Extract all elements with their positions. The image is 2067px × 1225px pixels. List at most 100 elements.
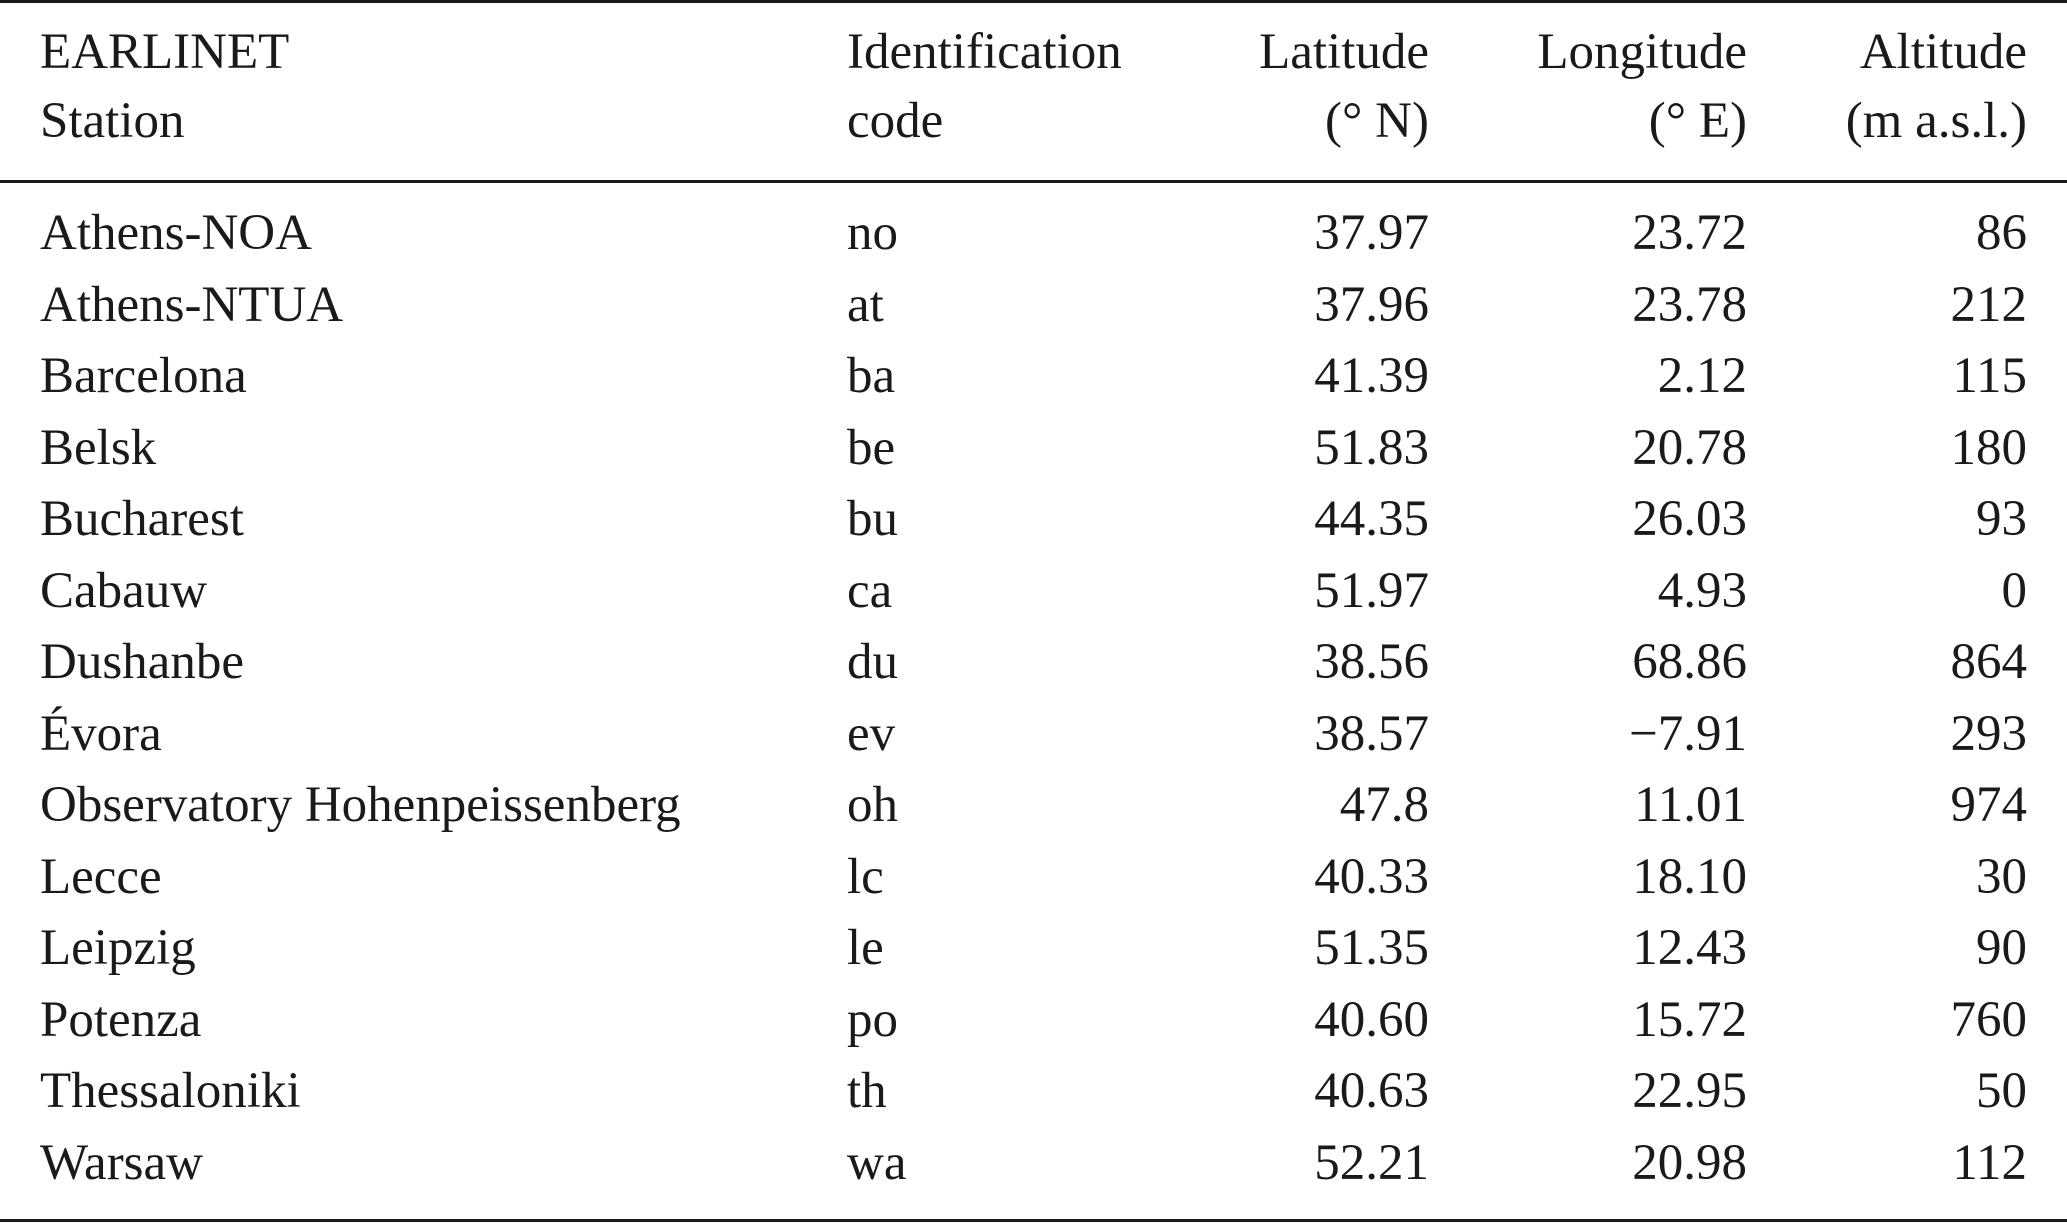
cell-latitude: 38.57 xyxy=(1314,705,1429,762)
cell-station: Potenza xyxy=(40,991,202,1048)
cell-station: Leipzig xyxy=(40,920,196,976)
table-row: Belsk be 51.83 20.78 180 xyxy=(0,413,2067,485)
table-bottom-rule xyxy=(0,1219,2067,1222)
cell-code: bu xyxy=(847,491,898,547)
cell-code: po xyxy=(847,991,898,1048)
table-row: Évora ev 38.57 −7.91 293 xyxy=(0,699,2067,771)
cell-longitude: 20.98 xyxy=(1632,1134,1747,1191)
cell-longitude: 20.78 xyxy=(1632,419,1747,476)
cell-station: Warsaw xyxy=(40,1134,203,1191)
cell-station: Évora xyxy=(40,705,162,762)
cell-code: no xyxy=(847,205,898,261)
table-header: EARLINET Station Identification code Lat… xyxy=(0,18,2067,168)
header-station-line1: EARLINET xyxy=(40,24,290,80)
cell-station: Thessaloniki xyxy=(40,1063,301,1119)
cell-code: lc xyxy=(847,848,884,905)
header-altitude: Altitude (m a.s.l.) xyxy=(1846,18,2027,156)
cell-altitude: 115 xyxy=(1952,348,2027,404)
cell-station: Cabauw xyxy=(40,562,208,619)
table-row: Bucharest bu 44.35 26.03 93 xyxy=(0,484,2067,556)
table-top-rule xyxy=(0,0,2067,3)
cell-longitude: 26.03 xyxy=(1632,491,1747,547)
table-row: Warsaw wa 52.21 20.98 112 xyxy=(0,1128,2067,1200)
cell-latitude: 40.33 xyxy=(1314,848,1429,905)
header-latitude-line1: Latitude xyxy=(1259,24,1429,80)
table-row: Potenza po 40.60 15.72 760 xyxy=(0,985,2067,1057)
cell-code: ev xyxy=(847,705,896,762)
cell-altitude: 112 xyxy=(1952,1134,2027,1191)
cell-altitude: 212 xyxy=(1950,276,2028,333)
cell-latitude: 44.35 xyxy=(1314,491,1429,547)
header-station-line2: Station xyxy=(40,93,185,149)
cell-code: be xyxy=(847,419,896,476)
cell-latitude: 52.21 xyxy=(1314,1134,1429,1191)
cell-code: ca xyxy=(847,562,893,619)
cell-code: th xyxy=(847,1063,887,1119)
table-row: Athens-NOA no 37.97 23.72 86 xyxy=(0,198,2067,270)
cell-code: ba xyxy=(847,348,896,404)
cell-code: le xyxy=(847,920,884,976)
cell-latitude: 37.96 xyxy=(1314,276,1429,333)
cell-station: Athens-NTUA xyxy=(40,276,344,333)
cell-longitude: 68.86 xyxy=(1632,634,1747,690)
header-altitude-line1: Altitude xyxy=(1859,24,2027,80)
cell-altitude: 293 xyxy=(1950,705,2028,762)
header-code-line2: code xyxy=(847,93,944,149)
cell-longitude: 2.12 xyxy=(1657,348,1747,404)
cell-station: Dushanbe xyxy=(40,634,244,690)
table-row: Observatory Hohenpeissenberg oh 47.8 11.01 9… xyxy=(0,770,2067,842)
cell-longitude: 15.72 xyxy=(1632,991,1747,1048)
cell-longitude: 18.10 xyxy=(1632,848,1747,905)
header-station: EARLINET Station xyxy=(40,18,289,156)
cell-code: at xyxy=(847,276,884,333)
cell-latitude: 40.60 xyxy=(1314,991,1429,1048)
table-header-rule xyxy=(0,180,2067,183)
cell-altitude: 93 xyxy=(1976,491,2027,547)
cell-altitude: 86 xyxy=(1976,205,2027,261)
table-row: Leipzig le 51.35 12.43 90 xyxy=(0,913,2067,985)
header-code-line1: Identification xyxy=(847,24,1122,80)
cell-station: Observatory Hohenpeissenberg xyxy=(40,777,681,833)
cell-longitude: 12.43 xyxy=(1632,920,1747,976)
cell-code: du xyxy=(847,634,898,690)
cell-latitude: 41.39 xyxy=(1314,348,1429,404)
table-row: Thessaloniki th 40.63 22.95 50 xyxy=(0,1056,2067,1128)
cell-altitude: 760 xyxy=(1950,991,2028,1048)
cell-latitude: 51.97 xyxy=(1314,562,1429,619)
cell-longitude: 23.78 xyxy=(1632,276,1747,333)
cell-latitude: 51.35 xyxy=(1314,920,1429,976)
header-altitude-line2: (m a.s.l.) xyxy=(1845,93,2027,149)
cell-station: Lecce xyxy=(40,848,162,905)
table-body: Athens-NOA no 37.97 23.72 86 Athens-NTUA at 37.… xyxy=(0,198,2067,1199)
cell-altitude: 974 xyxy=(1950,777,2028,833)
cell-longitude: 23.72 xyxy=(1632,205,1747,261)
header-longitude-line2: (° E) xyxy=(1648,93,1747,149)
cell-code: oh xyxy=(847,777,898,833)
cell-station: Bucharest xyxy=(40,491,244,547)
cell-station: Barcelona xyxy=(40,348,247,404)
cell-latitude: 38.56 xyxy=(1314,634,1429,690)
cell-latitude: 37.97 xyxy=(1314,205,1429,261)
cell-longitude: 22.95 xyxy=(1632,1063,1747,1119)
cell-longitude: −7.91 xyxy=(1628,705,1747,762)
table-row: Lecce lc 40.33 18.10 30 xyxy=(0,842,2067,914)
cell-latitude: 51.83 xyxy=(1314,419,1429,476)
cell-altitude: 864 xyxy=(1950,634,2028,690)
cell-code: wa xyxy=(847,1134,907,1191)
table-row: Athens-NTUA at 37.96 23.78 212 xyxy=(0,270,2067,342)
cell-altitude: 30 xyxy=(1976,848,2027,905)
table-row: Barcelona ba 41.39 2.12 115 xyxy=(0,341,2067,413)
table-row: Cabauw ca 51.97 4.93 0 xyxy=(0,556,2067,628)
cell-altitude: 0 xyxy=(2001,562,2028,619)
table-row: Dushanbe du 38.56 68.86 864 xyxy=(0,627,2067,699)
cell-altitude: 50 xyxy=(1976,1063,2027,1119)
cell-longitude: 11.01 xyxy=(1634,777,1747,833)
cell-altitude: 180 xyxy=(1950,419,2028,476)
cell-latitude: 47.8 xyxy=(1339,777,1429,833)
header-latitude-line2: (° N) xyxy=(1325,93,1429,149)
cell-latitude: 40.63 xyxy=(1314,1063,1429,1119)
cell-station: Belsk xyxy=(40,419,157,476)
cell-altitude: 90 xyxy=(1976,920,2027,976)
header-longitude: Longitude (° E) xyxy=(1537,18,1747,156)
cell-station: Athens-NOA xyxy=(40,205,312,261)
